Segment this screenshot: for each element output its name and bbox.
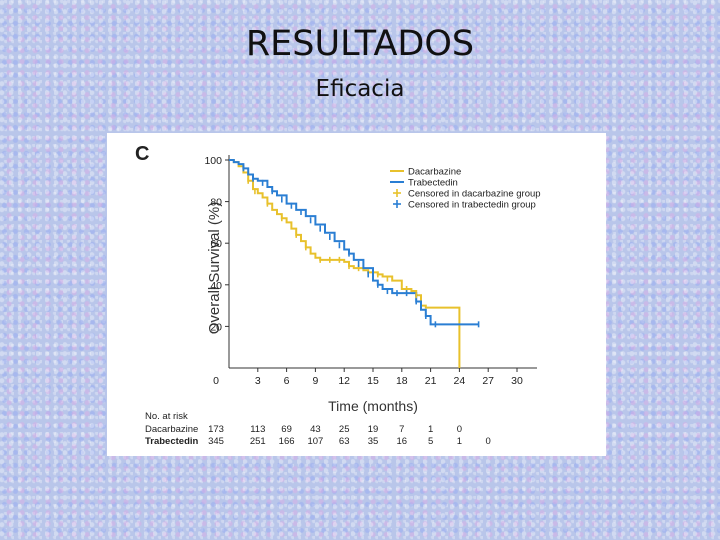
slide-subtitle: Eficacia — [315, 76, 405, 102]
risk-value: 1 — [457, 436, 462, 447]
risk-value: 43 — [310, 424, 321, 435]
risk-value: 5 — [428, 436, 433, 447]
risk-value: 166 — [279, 436, 295, 447]
risk-value: 345 — [208, 436, 224, 447]
censor-marks — [242, 165, 480, 328]
legend-label: Censored in dacarbazine group — [408, 189, 541, 200]
risk-value: 107 — [307, 436, 323, 447]
axes: 20 40 60 80 100 0 3 6 9 12 15 18 21 24 27 30 — [204, 155, 537, 387]
risk-value: 35 — [368, 436, 379, 447]
x-tick-label: 24 — [454, 375, 466, 387]
risk-value: 69 — [281, 424, 292, 435]
series-line-dacarbazine — [229, 159, 461, 368]
risk-value: 1 — [428, 424, 433, 435]
risk-value: 173 — [208, 424, 224, 435]
x-tick-label: 21 — [425, 375, 437, 387]
x-tick-label: 18 — [396, 375, 408, 387]
risk-value: 63 — [339, 436, 350, 447]
y-tick-label: 100 — [204, 155, 222, 167]
risk-value: 0 — [486, 436, 491, 447]
x-tick-label: 12 — [338, 375, 350, 387]
risk-row-label: Dacarbazine — [145, 424, 198, 435]
risk-value: 16 — [397, 436, 408, 447]
x-tick-label: 30 — [511, 375, 523, 387]
x-tick-label: 0 — [213, 375, 219, 387]
y-tick-label: 80 — [210, 197, 222, 209]
x-axis-label: Time (months) — [328, 398, 418, 414]
y-axis-label: Overall Survival (%) — [206, 202, 223, 335]
x-tick-label: 3 — [255, 375, 261, 387]
risk-table: No. at risk Dacarbazine 173 113 69 43 25 19 7 1 0… — [145, 411, 491, 447]
slide-title: RESULTADOS — [245, 24, 475, 64]
panel-label: C — [135, 143, 149, 165]
y-tick-label: 20 — [210, 321, 222, 333]
risk-value: 251 — [250, 436, 266, 447]
legend-label: Dacarbazine — [408, 167, 461, 178]
legend-label: Trabectedin — [408, 178, 458, 189]
risk-value: 7 — [399, 424, 404, 435]
risk-row-label: Trabectedin — [145, 436, 199, 447]
y-tick-label: 40 — [210, 280, 222, 292]
x-tick-label: 27 — [482, 375, 494, 387]
risk-table-header: No. at risk — [145, 411, 188, 422]
legend-label: Censored in trabectedin group — [408, 200, 536, 211]
risk-value: 0 — [457, 424, 462, 435]
x-tick-label: 15 — [367, 375, 379, 387]
risk-value: 25 — [339, 424, 350, 435]
survival-chart: C Overall Survival (%) Time (months) 20 4… — [135, 143, 541, 447]
risk-value: 113 — [250, 424, 265, 435]
survival-figure: C Overall Survival (%) Time (months) 20 4… — [107, 133, 606, 456]
x-tick-label: 9 — [312, 375, 318, 387]
x-tick-label: 6 — [284, 375, 290, 387]
y-tick-label: 60 — [210, 238, 222, 250]
risk-value: 19 — [368, 424, 379, 435]
